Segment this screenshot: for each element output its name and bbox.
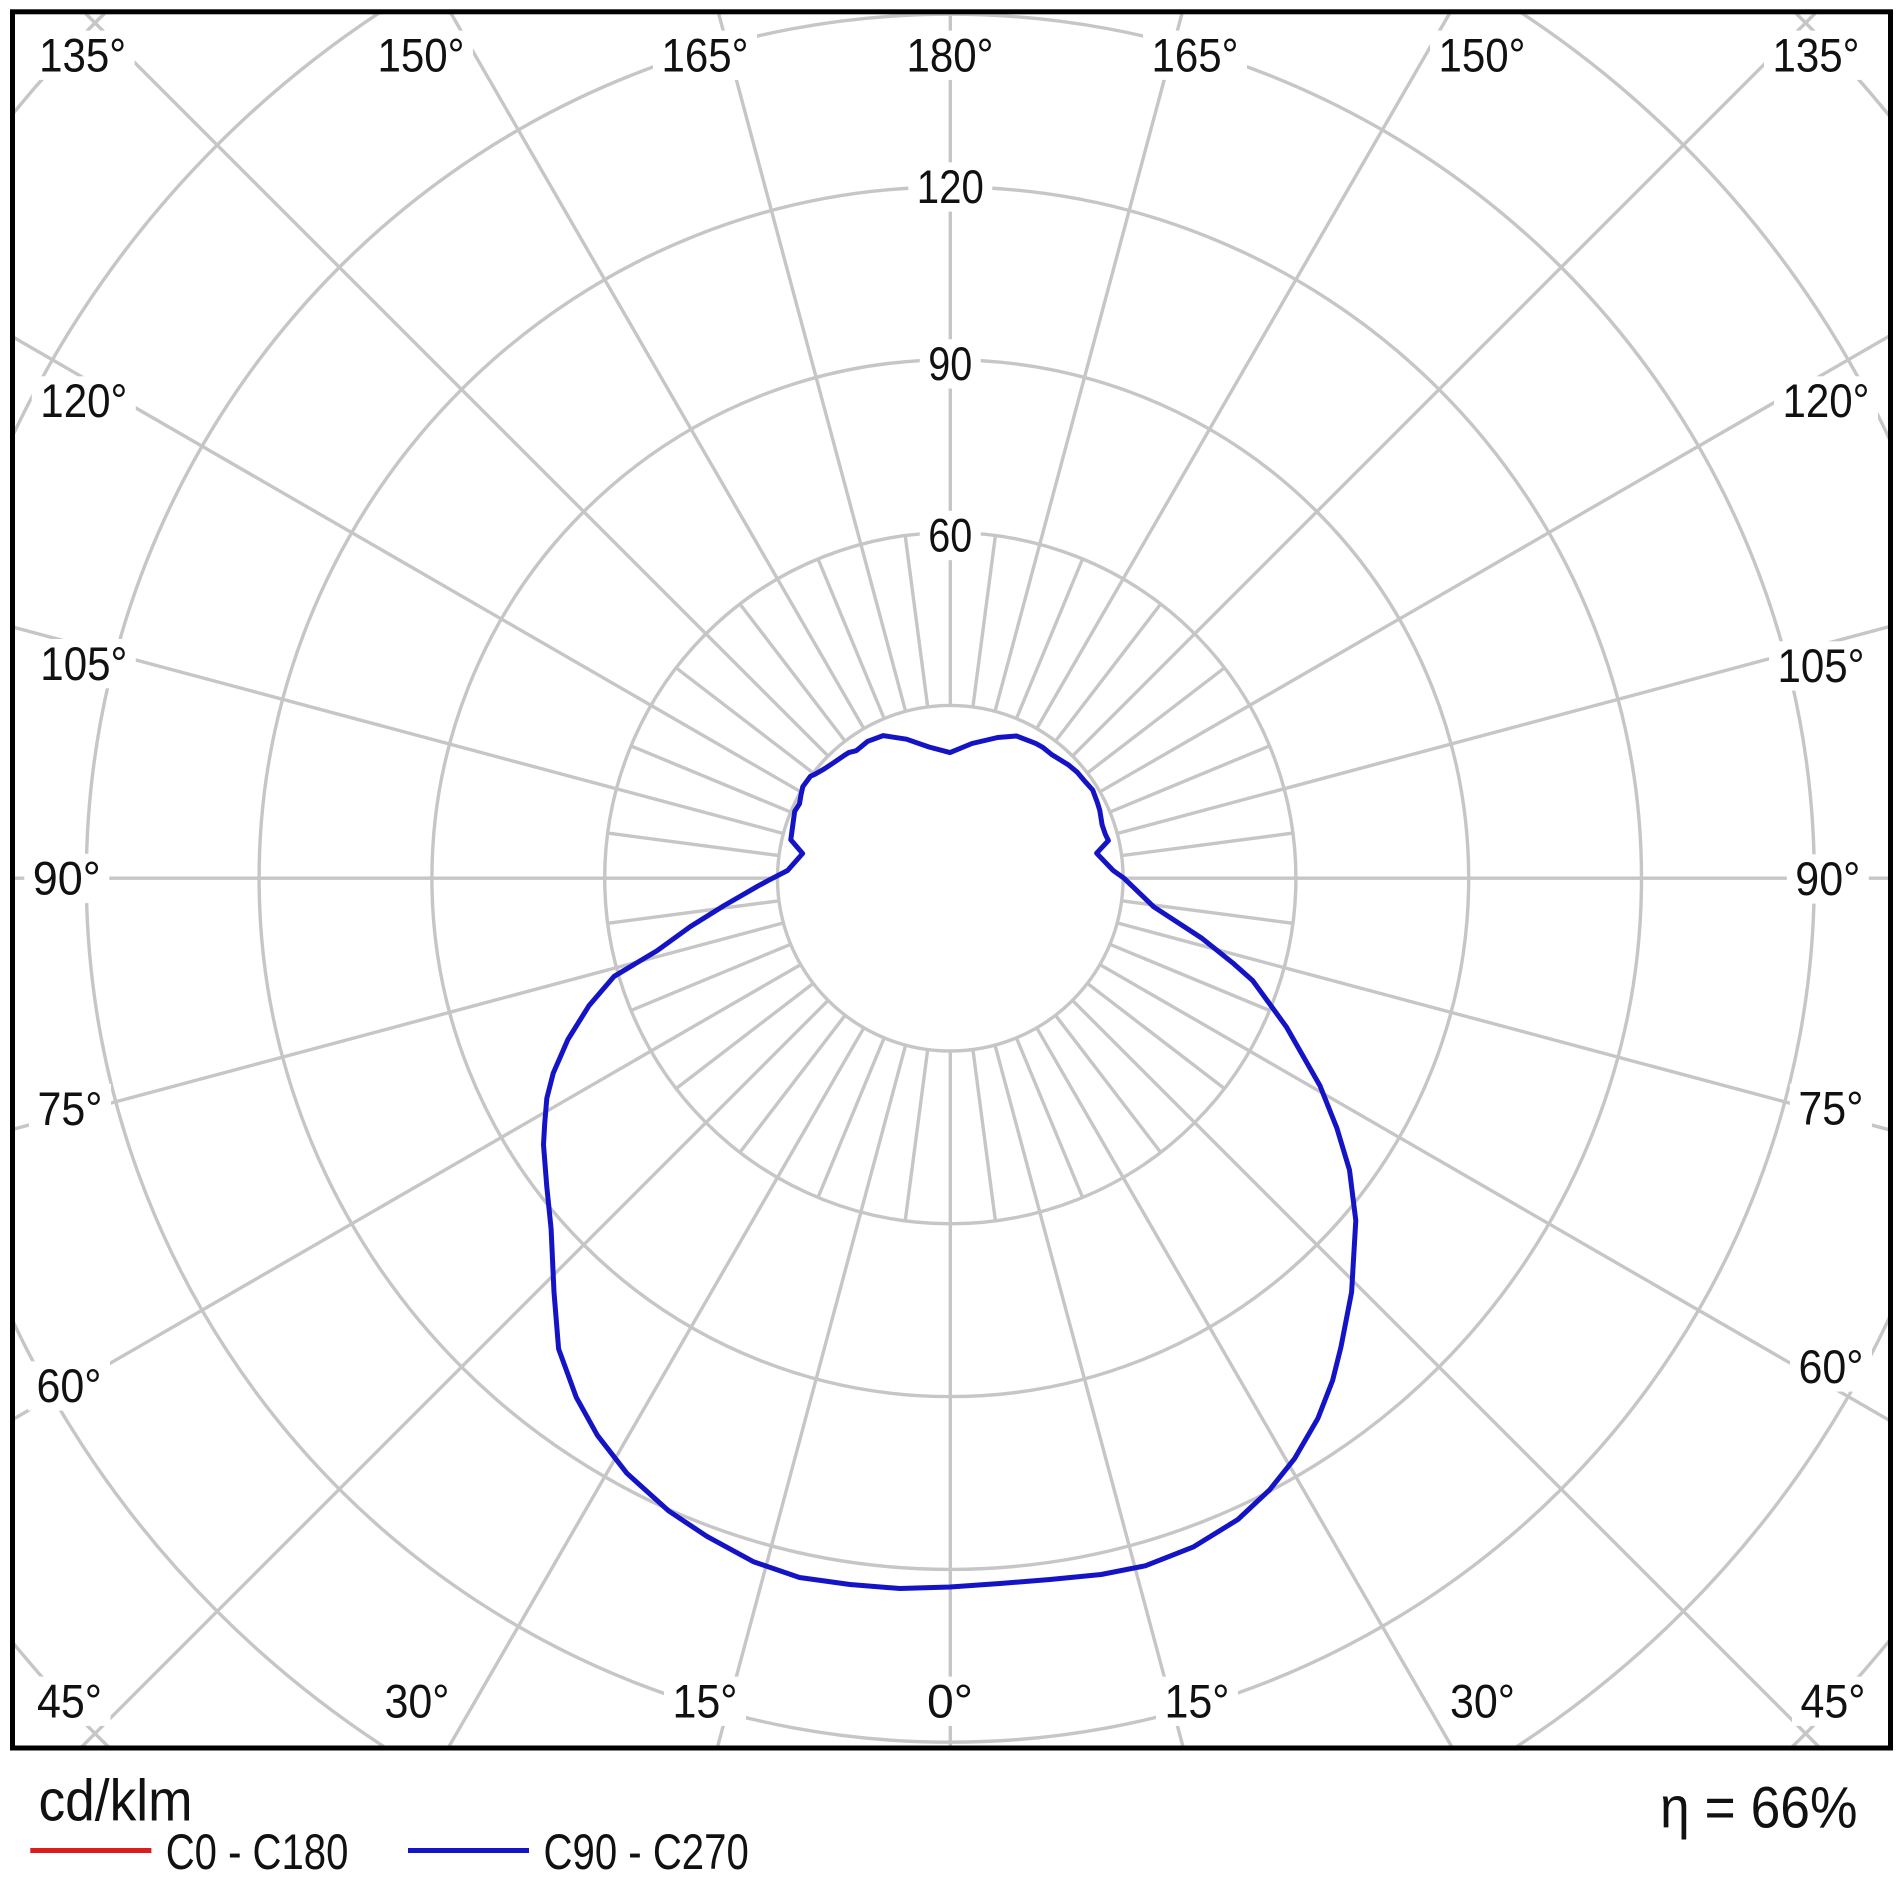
svg-text:45°: 45° xyxy=(1801,1675,1866,1728)
svg-text:90: 90 xyxy=(928,337,972,390)
svg-text:0°: 0° xyxy=(927,1675,973,1728)
svg-text:90°: 90° xyxy=(1795,852,1860,905)
svg-text:cd/klm: cd/klm xyxy=(39,1769,193,1834)
svg-text:60°: 60° xyxy=(37,1359,102,1412)
svg-text:75°: 75° xyxy=(38,1082,103,1135)
svg-text:120°: 120° xyxy=(40,374,127,427)
svg-text:105°: 105° xyxy=(40,637,127,690)
svg-text:75°: 75° xyxy=(1798,1082,1863,1135)
svg-text:15°: 15° xyxy=(1165,1675,1230,1728)
svg-text:30°: 30° xyxy=(1450,1675,1515,1728)
svg-text:C0 - C180: C0 - C180 xyxy=(166,1824,349,1880)
svg-text:150°: 150° xyxy=(1439,29,1526,82)
svg-text:120: 120 xyxy=(917,160,984,213)
svg-text:165°: 165° xyxy=(662,29,749,82)
svg-text:45°: 45° xyxy=(37,1675,102,1728)
svg-text:60: 60 xyxy=(928,509,972,562)
svg-text:105°: 105° xyxy=(1778,639,1865,692)
svg-text:165°: 165° xyxy=(1152,29,1239,82)
svg-text:C90 - C270: C90 - C270 xyxy=(544,1824,749,1880)
svg-text:30°: 30° xyxy=(385,1675,450,1728)
svg-text:135°: 135° xyxy=(39,29,126,82)
svg-text:180°: 180° xyxy=(907,29,994,82)
svg-text:90°: 90° xyxy=(33,852,101,905)
svg-text:120°: 120° xyxy=(1783,374,1870,427)
svg-text:15°: 15° xyxy=(673,1675,738,1728)
svg-text:150°: 150° xyxy=(378,29,465,82)
svg-text:η = 66%: η = 66% xyxy=(1660,1776,1858,1841)
svg-text:135°: 135° xyxy=(1773,29,1860,82)
svg-text:60°: 60° xyxy=(1799,1340,1864,1393)
